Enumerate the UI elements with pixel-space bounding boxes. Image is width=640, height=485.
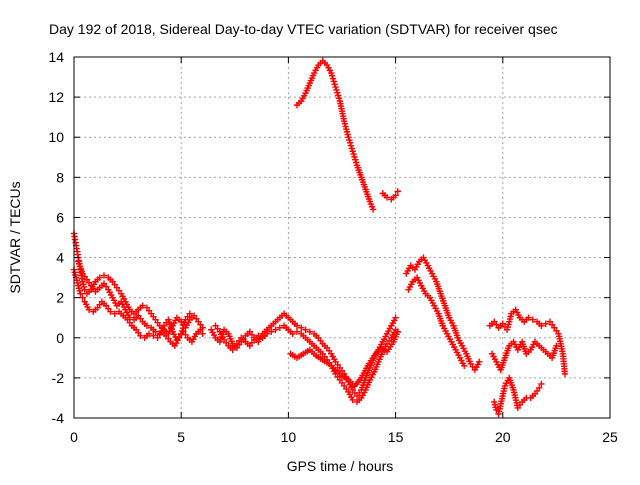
data-point: [150, 332, 157, 339]
data-point: [306, 328, 314, 335]
data-point: [553, 342, 560, 349]
data-point: [139, 302, 146, 309]
data-point: [298, 324, 305, 331]
data-point: [96, 274, 103, 281]
data-point: [561, 370, 569, 378]
y-axis-label: SDTVAR / TECUs: [7, 181, 23, 293]
series-evening-a: [486, 306, 569, 378]
plot-frame: [73, 56, 611, 419]
series-early-band-wave: [75, 258, 193, 343]
y-tick-label: 14: [48, 49, 64, 65]
data-series: [70, 57, 569, 418]
data-point: [302, 326, 309, 333]
series-evening-c: [491, 374, 545, 418]
data-point: [107, 308, 114, 315]
data-point: [349, 396, 356, 404]
x-tick-label: 0: [70, 429, 78, 445]
y-tick-label: 0: [56, 330, 64, 346]
data-point: [383, 194, 391, 201]
series-peak-arc: [293, 57, 377, 213]
data-point: [392, 192, 399, 199]
chart-title: Day 192 of 2018, Sidereal Day-to-day VTE…: [49, 21, 558, 37]
x-tick-label: 20: [495, 429, 511, 445]
grid-lines: [74, 57, 610, 418]
data-point: [79, 294, 86, 301]
axis-ticks: 0 5 10 15 20 25 -4 -2 0 2 4 6 8 10 12 14: [48, 49, 618, 445]
data-point: [394, 328, 401, 335]
y-tick-label: 4: [56, 250, 64, 266]
series-afternoon-hump: [403, 254, 483, 374]
data-point: [100, 272, 108, 279]
x-tick-label: 25: [602, 429, 618, 445]
data-point: [268, 328, 275, 335]
data-point: [536, 384, 543, 392]
data-point: [143, 322, 151, 329]
data-point: [289, 330, 296, 337]
x-tick-label: 15: [388, 429, 404, 445]
data-point: [152, 328, 159, 335]
data-point: [255, 332, 262, 339]
data-point: [392, 314, 399, 321]
data-point: [272, 326, 279, 333]
data-point: [263, 330, 271, 337]
y-tick-label: -2: [52, 370, 65, 386]
series-afternoon-hump-lower: [405, 274, 468, 370]
y-tick-label: -4: [52, 410, 65, 426]
data-point: [81, 286, 88, 293]
x-tick-label: 5: [177, 429, 185, 445]
data-point: [85, 306, 93, 313]
series-evening-b: [488, 338, 560, 374]
data-point: [145, 330, 153, 337]
data-point: [461, 362, 468, 370]
data-point: [126, 314, 133, 321]
data-point: [394, 188, 401, 195]
data-point: [197, 326, 204, 333]
data-point: [538, 380, 545, 388]
data-point: [293, 322, 301, 329]
series-peak-tail: [379, 188, 401, 203]
data-point: [542, 320, 549, 327]
y-tick-label: 6: [56, 209, 64, 225]
data-point: [77, 290, 84, 297]
data-point: [293, 328, 301, 335]
y-tick-label: 12: [48, 89, 64, 105]
data-point: [525, 314, 532, 321]
data-point: [476, 358, 483, 366]
data-point: [529, 316, 537, 323]
y-tick-label: 2: [56, 290, 64, 306]
x-axis-label: GPS time / hours: [287, 458, 394, 474]
x-tick-label: 10: [281, 429, 297, 445]
data-point: [199, 330, 206, 337]
data-point: [111, 310, 118, 317]
data-point: [276, 324, 284, 331]
y-tick-label: 8: [56, 169, 64, 185]
y-tick-label: 10: [48, 129, 64, 145]
data-point: [369, 206, 377, 213]
data-point: [538, 322, 545, 329]
data-point: [137, 332, 144, 339]
series-midday-band-c: [287, 328, 401, 390]
data-point: [186, 310, 193, 317]
series-midday-band-b: [212, 322, 399, 406]
